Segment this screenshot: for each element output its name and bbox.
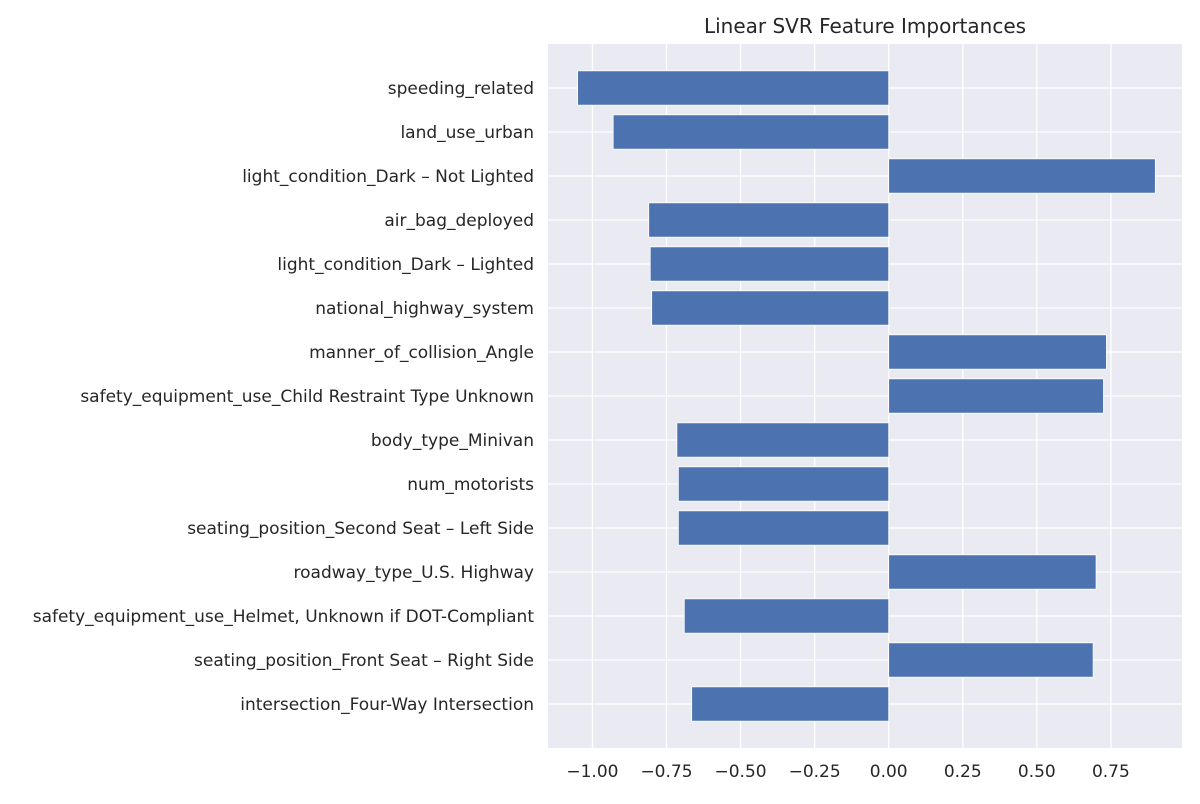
y-tick-labels: speeding_related land_use_urban light_cond…: [33, 79, 535, 715]
x-tick-label: 0.75: [1092, 762, 1130, 782]
x-tick-label: −0.25: [789, 762, 841, 782]
x-tick-label: 0.00: [870, 762, 908, 782]
bar: [676, 422, 890, 458]
bar: [648, 202, 890, 238]
bar: [691, 686, 890, 722]
y-tick-label: national_highway_system: [315, 299, 534, 319]
bar: [677, 466, 890, 502]
bar: [683, 598, 890, 634]
y-tick-label: air_bag_deployed: [384, 211, 534, 231]
bars: [577, 70, 1156, 722]
bar: [888, 378, 1104, 414]
bar: [677, 510, 890, 546]
chart-title: Linear SVR Feature Importances: [704, 14, 1026, 38]
y-tick-label: speeding_related: [388, 79, 534, 99]
y-tick-label: light_condition_Dark – Not Lighted: [242, 167, 534, 187]
y-tick-label: intersection_Four-Way Intersection: [240, 695, 534, 715]
y-tick-label: num_motorists: [407, 475, 534, 495]
y-tick-label: safety_equipment_use_Helmet, Unknown if …: [33, 607, 535, 627]
bar: [888, 642, 1094, 678]
x-tick-label: 0.50: [1018, 762, 1056, 782]
y-tick-label: manner_of_collision_Angle: [309, 343, 534, 363]
bar: [888, 158, 1156, 194]
y-tick-label: land_use_urban: [400, 123, 534, 143]
bar: [888, 334, 1107, 370]
y-tick-label: seating_position_Front Seat – Right Side: [194, 651, 534, 671]
bar: [649, 246, 890, 282]
x-tick-label: −1.00: [566, 762, 618, 782]
y-tick-label: safety_equipment_use_Child Restraint Typ…: [80, 387, 534, 407]
bar: [577, 70, 890, 106]
x-tick-label: 0.25: [944, 762, 982, 782]
y-tick-label: body_type_Minivan: [371, 431, 534, 451]
y-tick-label: roadway_type_U.S. Highway: [294, 563, 534, 583]
y-tick-label: seating_position_Second Seat – Left Side: [187, 519, 534, 539]
bar: [651, 290, 890, 326]
y-tick-label: light_condition_Dark – Lighted: [277, 255, 534, 275]
x-tick-label: −0.50: [715, 762, 767, 782]
bar: [612, 114, 890, 150]
x-tick-labels: −1.00 −0.75 −0.50 −0.25 0.00 0.25 0.50 0.75: [566, 762, 1129, 782]
x-tick-label: −0.75: [640, 762, 692, 782]
bar: [888, 554, 1097, 590]
